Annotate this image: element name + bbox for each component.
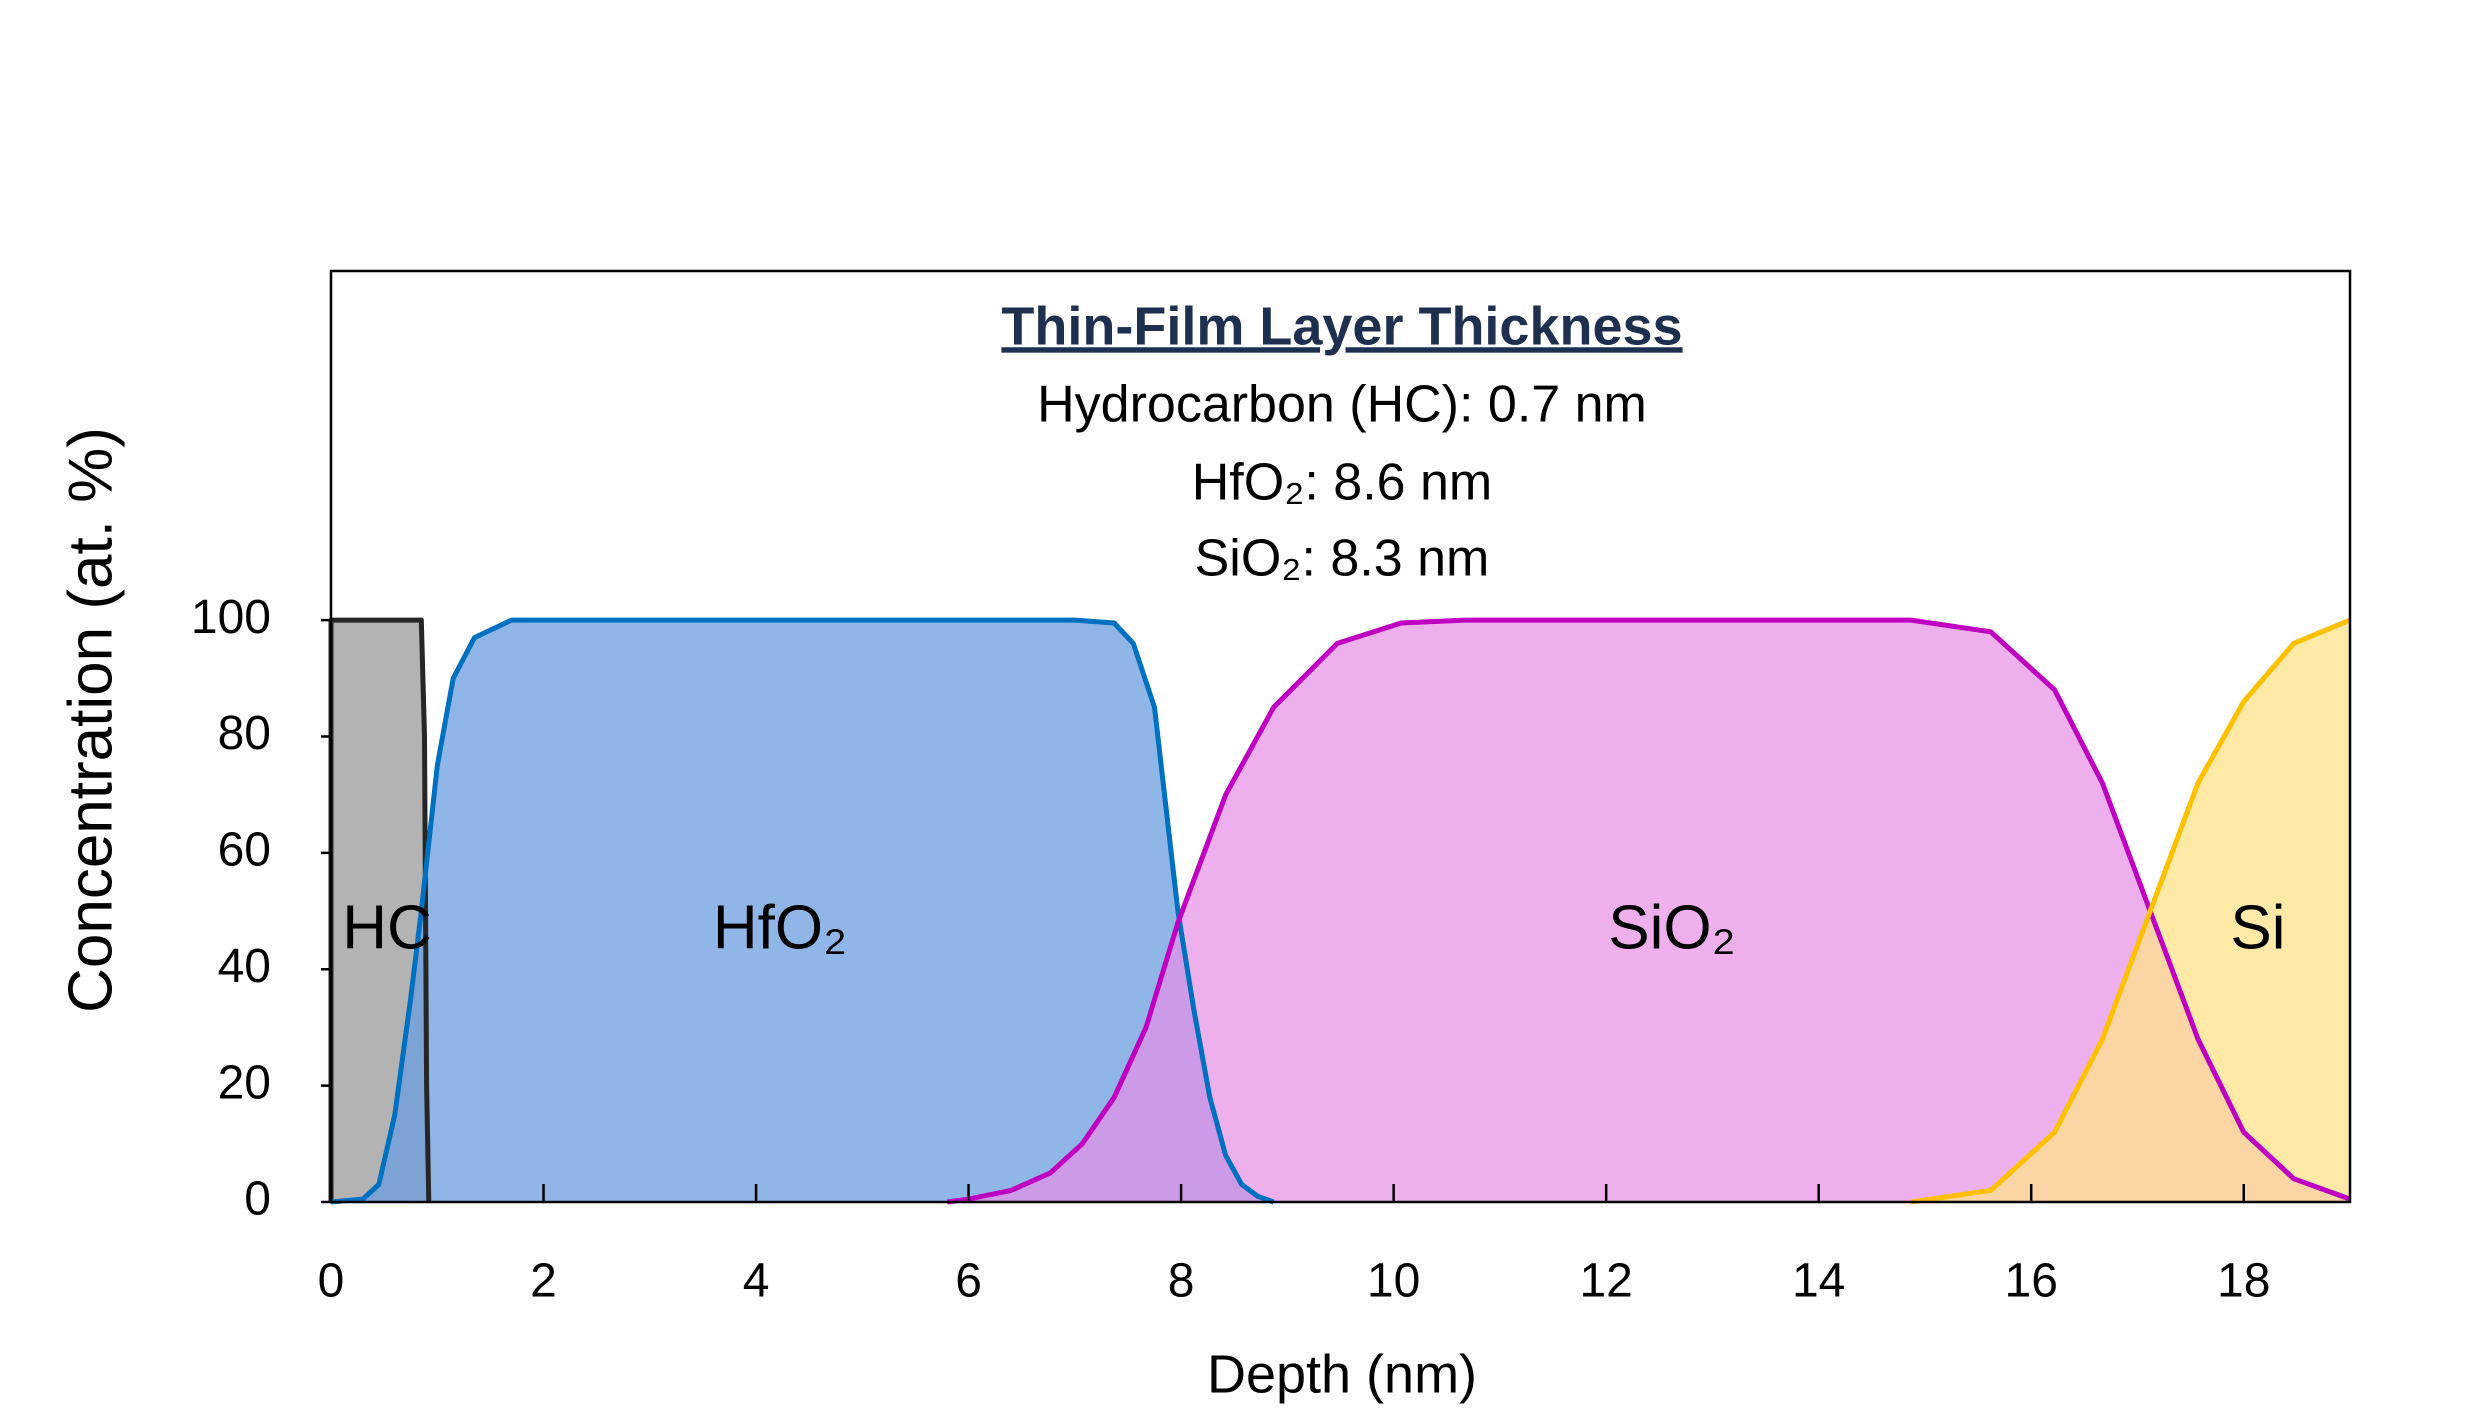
y-tick-label: 20 xyxy=(218,1056,271,1109)
annotation-title: Thin-Film Layer Thickness xyxy=(1001,296,1682,356)
y-tick-label: 100 xyxy=(191,591,271,644)
x-tick-label: 12 xyxy=(1579,1255,1632,1308)
area-fill xyxy=(947,620,2350,1202)
x-tick-label: 6 xyxy=(955,1255,982,1308)
x-tick-label: 18 xyxy=(2217,1255,2270,1308)
series-line xyxy=(330,617,1275,1205)
y-tick-label: 80 xyxy=(218,707,271,760)
y-axis-label: Concentration (at. %) xyxy=(56,427,125,1013)
x-tick-label: 4 xyxy=(743,1255,770,1308)
x-tick-label: 10 xyxy=(1367,1255,1420,1308)
y-tick-label: 0 xyxy=(244,1173,271,1226)
annotation: HfO₂: 8.6 nm xyxy=(1192,454,1493,512)
x-tick-label: 14 xyxy=(1792,1255,1845,1308)
annotation: Hydrocarbon (HC): 0.7 nm xyxy=(1037,376,1647,434)
x-tick-label: 8 xyxy=(1168,1255,1195,1308)
area-fill xyxy=(1911,620,2350,1202)
series-line xyxy=(946,617,2351,1205)
region-label: HC xyxy=(342,893,432,962)
y-tick-label: 40 xyxy=(218,940,271,993)
y-tick-label: 60 xyxy=(218,824,271,877)
area-fill xyxy=(331,620,1274,1202)
x-tick-label: 2 xyxy=(530,1255,557,1308)
region-label: SiO₂ xyxy=(1608,893,1735,962)
annotation: SiO₂: 8.3 nm xyxy=(1195,530,1490,588)
x-tick-label: 16 xyxy=(2005,1255,2058,1308)
x-axis-label: Depth (nm) xyxy=(1207,1344,1477,1404)
series-line xyxy=(1910,617,2351,1205)
region-label: Si xyxy=(2230,893,2285,962)
region-label: HfO₂ xyxy=(713,893,847,962)
x-tick-label: 0 xyxy=(318,1255,345,1308)
